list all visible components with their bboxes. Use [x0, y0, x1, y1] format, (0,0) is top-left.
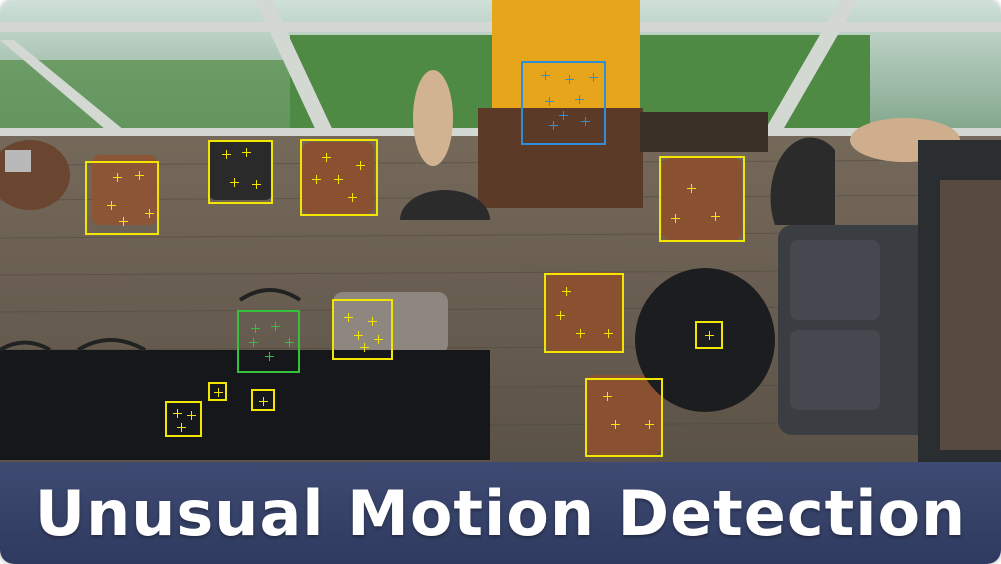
chair [585, 375, 661, 455]
keypoint [356, 161, 365, 170]
keypoint [374, 335, 383, 344]
coffee-table [635, 268, 775, 412]
armchair-grey [333, 292, 448, 354]
detection-box-person [237, 310, 300, 373]
detection-box-cell-phone [251, 389, 275, 411]
keypoint [251, 324, 260, 333]
detection-box-chair [300, 139, 378, 216]
keypoint [312, 175, 321, 184]
keypoint [581, 117, 590, 126]
long-table [0, 350, 490, 460]
keypoint [589, 73, 598, 82]
detection-box-handbag [332, 299, 393, 360]
keypoint [177, 423, 186, 432]
keypoint [249, 338, 258, 347]
keypoint [549, 121, 558, 130]
cafe-overhead-photo [0, 0, 1001, 470]
keypoint [556, 311, 565, 320]
keypoint [354, 331, 363, 340]
detection-box-potted-plant [521, 61, 606, 145]
detection-box-cup [208, 382, 227, 401]
keypoint [559, 111, 568, 120]
detection-box-cup [695, 321, 723, 349]
umbrella-left [413, 70, 453, 166]
detection-box-backpack [208, 140, 273, 204]
keypoint [541, 71, 550, 80]
keypoint [230, 178, 239, 187]
keypoint [368, 317, 377, 326]
umbrella-base-left [400, 190, 490, 220]
keypoint [214, 388, 223, 397]
keypoint [252, 180, 261, 189]
keypoint [265, 352, 274, 361]
chair [662, 158, 742, 240]
keypoint [271, 322, 280, 331]
keypoint [222, 150, 231, 159]
keypoint [135, 171, 144, 180]
keypoint [565, 75, 574, 84]
keypoint [705, 331, 714, 340]
laptop [5, 150, 31, 172]
keypoint [671, 214, 680, 223]
keypoint [611, 420, 620, 429]
chair [92, 155, 157, 225]
chair [546, 272, 624, 352]
keypoint [645, 420, 654, 429]
keypoint [107, 201, 116, 210]
detection-box-chair [544, 273, 624, 353]
keypoint [113, 173, 122, 182]
keypoint [173, 409, 182, 418]
detection-box-chair [85, 161, 159, 235]
keypoint [576, 329, 585, 338]
keypoint [285, 338, 294, 347]
keypoint [545, 97, 554, 106]
keypoint [562, 287, 571, 296]
keypoint [322, 153, 331, 162]
keypoint [348, 193, 357, 202]
keypoint [711, 212, 720, 221]
counter [640, 112, 768, 152]
keypoint [119, 217, 128, 226]
keypoint [259, 397, 268, 406]
keypoint [360, 343, 369, 352]
wooden-shelf [478, 108, 643, 208]
keypoint [145, 209, 154, 218]
keypoint [344, 313, 353, 322]
detection-box-chair [659, 156, 745, 242]
umbrella-base-right [770, 137, 835, 225]
detection-box-flowers [165, 401, 202, 437]
railing-glass [940, 180, 1001, 450]
yellow-pillar [492, 0, 640, 110]
keypoint [604, 329, 613, 338]
title-banner: Unusual Motion Detection [0, 462, 1001, 564]
keypoint [242, 148, 251, 157]
sofa-cushion [790, 330, 880, 410]
keypoint [334, 175, 343, 184]
detection-box-chair [585, 378, 663, 457]
keypoint [687, 184, 696, 193]
keypoint [575, 95, 584, 104]
sofa-cushion [790, 240, 880, 320]
keypoint [187, 411, 196, 420]
banner-title: Unusual Motion Detection [34, 476, 967, 550]
black-chairs [0, 288, 302, 352]
keypoint [603, 392, 612, 401]
